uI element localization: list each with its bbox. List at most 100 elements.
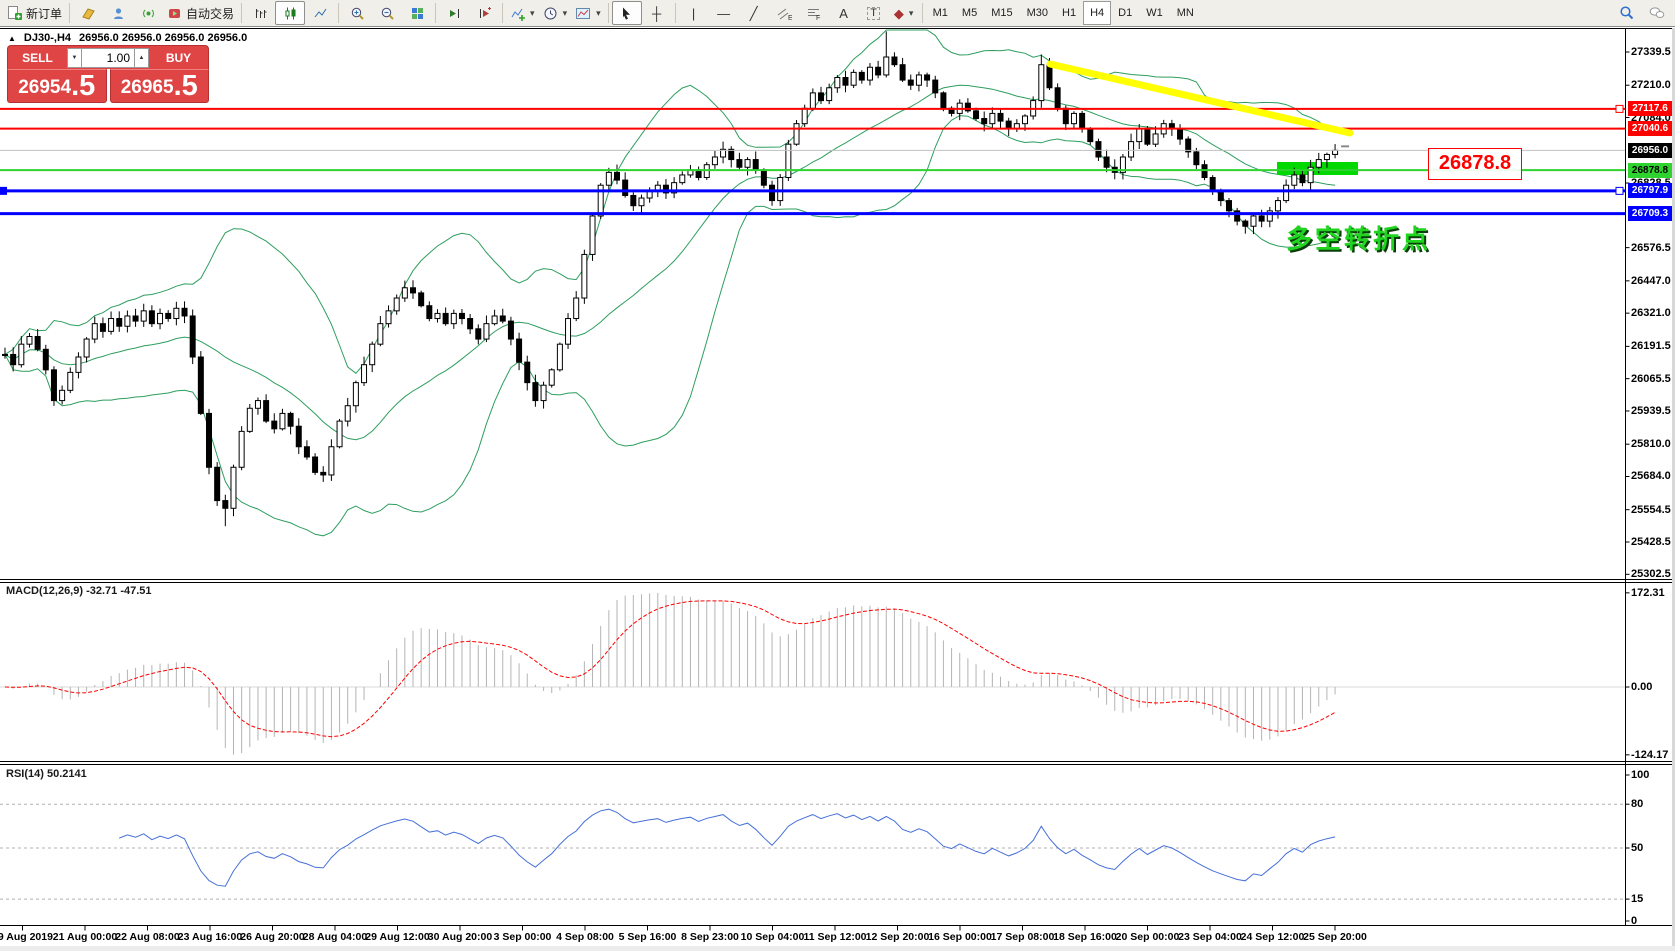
- rsi-axis-label: 80: [1631, 798, 1644, 811]
- rsi-axis-label: 50: [1631, 842, 1644, 854]
- label-tool-button[interactable]: T: [859, 1, 889, 25]
- spin-up-icon: ▲: [138, 54, 145, 61]
- separator: [921, 3, 923, 23]
- horizontal-line-icon: —: [717, 5, 731, 21]
- buy-price-int: 26965: [120, 77, 174, 98]
- vertical-line-tool-button[interactable]: |: [679, 1, 709, 25]
- tile-windows-button[interactable]: [402, 1, 432, 25]
- time-tick-label: 18 Sep 16:00: [1053, 931, 1117, 943]
- auto-trading-icon: [169, 8, 181, 18]
- separator: [435, 3, 437, 23]
- crosshair-tool-button[interactable]: ┼: [642, 1, 672, 25]
- chart-frame: [0, 28, 1672, 931]
- price-badge: 26878.8: [1628, 162, 1672, 178]
- indicators-icon: [511, 8, 526, 21]
- timeframe-m1[interactable]: M1: [932, 7, 948, 19]
- chat-button[interactable]: [1642, 1, 1672, 25]
- line-chart-button[interactable]: [305, 1, 335, 25]
- time-tick-label: 26 Aug 20:00: [240, 931, 305, 943]
- book-icon: [81, 7, 95, 20]
- horizontal-line-tool-button[interactable]: —: [709, 1, 739, 25]
- periods-button[interactable]: ▾: [539, 1, 572, 25]
- timeframe-m15[interactable]: M15: [991, 7, 1013, 19]
- auto-trading-button[interactable]: 自动交易: [163, 1, 238, 25]
- timeframe-w1[interactable]: W1: [1146, 7, 1163, 19]
- sell-price[interactable]: 26954 .5: [7, 69, 107, 103]
- text-tool-icon: A: [839, 5, 848, 21]
- sell-price-int: 26954: [18, 77, 72, 98]
- time-tick-label: 8 Sep 23:00: [681, 931, 739, 943]
- signals-button[interactable]: [133, 1, 163, 25]
- candlestick-chart-icon: [285, 7, 296, 19]
- bollinger-bands: [4, 29, 1336, 537]
- trendline-tool-button[interactable]: ╱: [739, 1, 769, 25]
- dropdown-caret: ▾: [908, 7, 914, 18]
- shapes-icon: ◆: [893, 5, 904, 21]
- timeframe-m30[interactable]: M30: [1026, 7, 1048, 19]
- time-tick-label: 10 Sep 04:00: [740, 931, 805, 943]
- support-highlight-rect[interactable]: [1277, 162, 1358, 175]
- price-tick-label: 25684.0: [1631, 470, 1671, 483]
- channel-tool-button[interactable]: E: [769, 1, 799, 25]
- chat-icon: [1649, 7, 1665, 18]
- rsi-axis-label: 0: [1631, 915, 1638, 927]
- timeframe-h4[interactable]: H4: [1083, 1, 1112, 25]
- buy-price-frac: 5: [181, 70, 198, 102]
- accounts-button[interactable]: [103, 1, 133, 25]
- volume-input[interactable]: [82, 47, 134, 68]
- auto-scroll-button[interactable]: [439, 1, 469, 25]
- macd-axis-label: -124.17: [1631, 748, 1669, 761]
- rsi-axis-label: 15: [1631, 893, 1644, 906]
- price-tick-label: 26447.0: [1631, 274, 1671, 287]
- bar-chart-button[interactable]: [245, 1, 275, 25]
- new-order-button[interactable]: 新订单: [3, 1, 66, 25]
- level-lines: [0, 104, 1625, 216]
- price-badge: 26956.0: [1628, 142, 1672, 158]
- timeframe-d1[interactable]: D1: [1118, 7, 1133, 19]
- svg-text:E: E: [788, 15, 792, 21]
- time-tick-label: 29 Aug 12:00: [365, 931, 430, 943]
- timeframe-m5[interactable]: M5: [961, 7, 978, 19]
- separator: [607, 3, 609, 23]
- templates-button[interactable]: ▾: [571, 1, 605, 25]
- chart-shift-button[interactable]: [469, 1, 499, 25]
- fibonacci-tool-button[interactable]: F: [799, 1, 829, 25]
- price-tick-label: 27210.0: [1631, 79, 1671, 92]
- zoom-in-button[interactable]: [342, 1, 372, 25]
- buy-button[interactable]: BUY: [149, 50, 208, 66]
- new-order-icon: [8, 5, 22, 20]
- crosshair-icon: ┼: [652, 5, 662, 21]
- zoom-out-button[interactable]: [372, 1, 402, 25]
- price-axis[interactable]: 27339.527210.027084.026828.526576.526447…: [1626, 28, 1675, 945]
- search-button[interactable]: [1612, 1, 1642, 25]
- time-tick-label: 12 Sep 20:00: [865, 931, 930, 943]
- volume-increase-button[interactable]: ▲: [134, 47, 149, 68]
- price-badge: 26709.3: [1628, 206, 1672, 222]
- shapes-tool-button[interactable]: ◆ ▾: [889, 1, 919, 25]
- separator: [338, 3, 340, 23]
- indicators-button[interactable]: ▾: [506, 1, 539, 25]
- template-icon: [576, 7, 591, 19]
- signal-icon: [142, 9, 154, 17]
- auto-trading-label: 自动交易: [186, 6, 235, 21]
- sell-button[interactable]: SELL: [8, 50, 67, 66]
- candlestick-chart-button[interactable]: [275, 1, 306, 25]
- trendline-object[interactable]: [1046, 60, 1354, 137]
- buy-price[interactable]: 26965 .5: [109, 69, 209, 103]
- price-tick-label: 27339.5: [1631, 46, 1671, 58]
- dropdown-caret: ▾: [596, 7, 601, 18]
- timeframe-h1[interactable]: H1: [1062, 7, 1077, 19]
- time-tick-label: 23 Aug 16:00: [177, 931, 243, 943]
- dropdown-caret: ▾: [562, 7, 568, 18]
- volume-decrease-button[interactable]: ▼: [67, 47, 82, 68]
- time-tick-label: 11 Sep 12:00: [803, 931, 867, 943]
- search-icon: [1620, 6, 1634, 20]
- cursor-tool-button[interactable]: [611, 1, 642, 25]
- text-tool-button[interactable]: A: [829, 1, 859, 25]
- price-tick-label: 26191.5: [1631, 340, 1671, 353]
- timeframe-mn[interactable]: MN: [1176, 7, 1194, 19]
- rsi-axis-label: 100: [1631, 769, 1650, 781]
- market-watch-button[interactable]: [73, 1, 103, 25]
